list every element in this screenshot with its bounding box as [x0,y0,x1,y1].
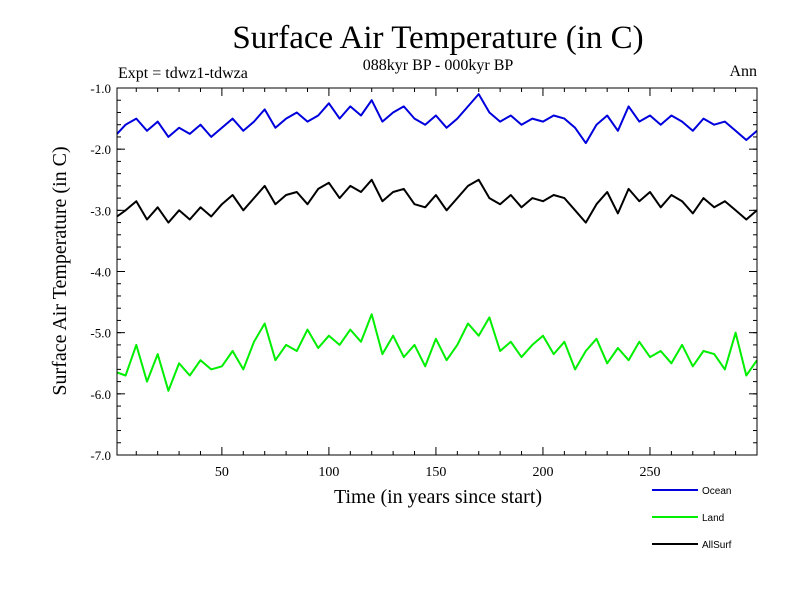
legend-label-allsurf: AllSurf [702,540,732,551]
x-tick-label: 50 [215,465,229,480]
x-tick-label: 150 [425,465,446,480]
legend: Ocean Land AllSurf [652,486,732,551]
experiment-label: Expt = tdwz1-tdwza [118,65,248,82]
plot-frame [116,87,758,456]
series-line-allsurf [116,178,758,224]
chart-subtitle: 088kyr BP - 000kyr BP [363,57,514,74]
axes-layer: -1.0 -2.0 -3.0 -4.0 -5.0 -6.0 -7.0 50 100 150 200 2… [90,81,758,480]
series-layer [116,93,758,392]
x-tick-label: 250 [639,465,660,480]
x-tick-label: 200 [532,465,553,480]
x-tick-label: 100 [318,465,339,480]
y-tick-label: -4.0 [90,265,111,280]
series-line-land [116,313,758,392]
y-axis-label: Surface Air Temperature (in C) [49,146,71,395]
y-tick-label: -2.0 [90,142,111,157]
legend-label-ocean: Ocean [702,486,731,497]
chart-title: Surface Air Temperature (in C) [232,20,643,56]
series-line-ocean [116,93,758,145]
legend-label-land: Land [702,513,724,524]
y-tick-label: -5.0 [90,326,111,341]
y-tick-label: -1.0 [90,81,111,96]
x-axis-label: Time (in years since start) [334,486,542,508]
y-tick-label: -6.0 [90,387,111,402]
y-tick-label: -7.0 [90,448,111,463]
y-tick-label: -3.0 [90,203,111,218]
season-label: Ann [729,63,757,80]
